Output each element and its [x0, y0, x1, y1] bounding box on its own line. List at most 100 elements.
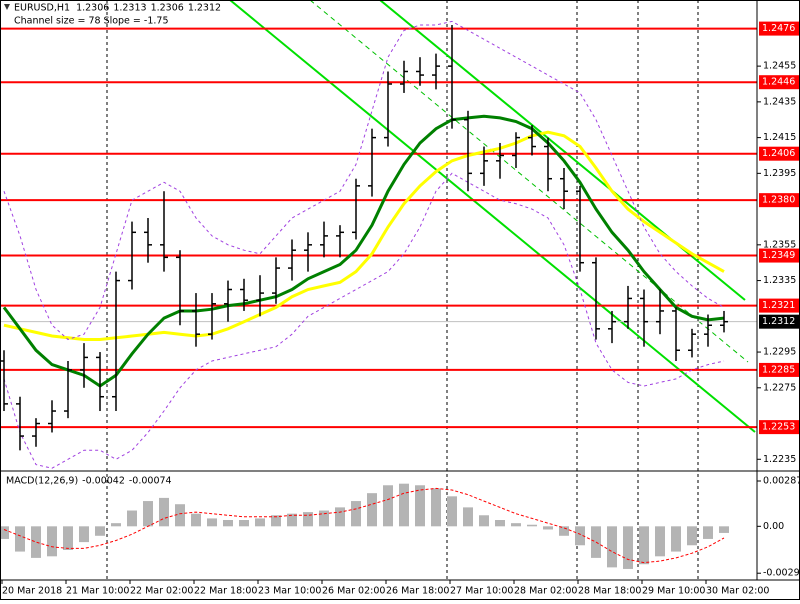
level-label-box: [759, 21, 799, 36]
macd-bar: [719, 526, 729, 533]
ohlc-value: 1.2313: [113, 3, 146, 14]
macd-bar: [351, 501, 361, 527]
x-tick-label: 21 Mar 10:00: [66, 586, 129, 597]
indicator-line: [3, 172, 725, 469]
macd-bar: [191, 513, 201, 527]
x-tick-label: 26 Mar 18:00: [386, 586, 449, 597]
ohlc-value: 1.2306: [151, 3, 184, 14]
macd-y-tick-label: -0.00297: [763, 568, 800, 579]
macd-bar: [623, 526, 633, 569]
level-label-box: [759, 75, 799, 90]
y-tick-label: 1.2275: [763, 382, 796, 393]
macd-bar: [511, 523, 521, 527]
marks: [0, 20, 761, 584]
macd-bar: [543, 526, 553, 530]
macd-bar: [143, 501, 153, 527]
ohlc-value: 1.2312: [188, 3, 221, 14]
macd-bar: [31, 526, 41, 558]
current-price-box: [759, 314, 799, 329]
x-tick-label: 22 Mar 02:00: [130, 586, 193, 597]
level-label: 1.2446: [762, 77, 795, 88]
macd-bar: [655, 526, 665, 557]
level-label: 1.2349: [762, 250, 795, 261]
x-tick-label: 28 Mar 18:00: [578, 586, 641, 597]
channel-info: Channel size = 78 Slope = -1.75: [14, 16, 169, 27]
y-tick-label: 1.2395: [763, 168, 796, 179]
macd-bar: [607, 526, 617, 568]
y-tick-label: 1.2235: [763, 454, 796, 465]
ohlc-value: 1.2306: [76, 3, 109, 14]
macd-bar: [383, 485, 393, 527]
macd-title: MACD(12,26,9): [6, 476, 78, 487]
level-label: 1.2321: [762, 300, 795, 311]
macd-bar: [479, 515, 489, 527]
macd-y-tick-label: 0.00: [763, 521, 784, 532]
macd-bar: [111, 523, 121, 527]
macd-bar: [399, 483, 409, 527]
labels: EURUSD,H1 1.2306 1.2313 1.2306 1.2312 Channel…: [2, 3, 800, 597]
macd-bar: [431, 488, 441, 527]
macd-bar: [239, 520, 249, 527]
macd-bar: [575, 526, 585, 546]
macd-bar: [703, 526, 713, 539]
macd-bar: [527, 524, 537, 527]
macd-bar: [463, 507, 473, 527]
channel-line: [229, 0, 756, 433]
indicator-line: [2, 114, 725, 388]
macd-bar: [591, 526, 601, 558]
level-label: 1.2253: [762, 422, 795, 433]
macd-bar: [671, 526, 681, 552]
level-label-box: [759, 298, 799, 313]
channel-mid-line: [309, 0, 749, 363]
macd-bar: [415, 485, 425, 527]
level-label-box: [759, 362, 799, 377]
x-tick-label: 29 Mar 10:00: [642, 586, 705, 597]
level-label-box: [759, 248, 799, 263]
macd-bar: [79, 526, 89, 543]
macd-bar: [127, 510, 137, 527]
level-label-box: [759, 420, 799, 435]
x-tick-label: 28 Mar 02:00: [514, 586, 577, 597]
collapse-icon: [4, 4, 10, 10]
x-tick-label: 23 Mar 10:00: [258, 586, 321, 597]
current-price-label: 1.2312: [762, 316, 795, 327]
macd-bar: [63, 526, 73, 550]
y-tick-label: 1.2415: [763, 132, 796, 143]
y-tick-label: 1.2455: [763, 61, 796, 72]
macd-bar: [159, 497, 169, 527]
indicator-line: [3, 130, 725, 341]
indicator-line: [3, 20, 725, 341]
macd-bar: [223, 520, 233, 527]
macd-bar: [47, 526, 57, 557]
macd-bar: [255, 518, 265, 527]
macd-bar: [319, 510, 329, 527]
level-label: 1.2380: [762, 195, 795, 206]
x-tick-label: 26 Mar 02:00: [322, 586, 385, 597]
signal-line: [3, 487, 725, 564]
layout: [106, 0, 756, 580]
symbol-title: EURUSD,H1: [14, 3, 70, 14]
macd-bar: [367, 493, 377, 527]
macd-bar: [687, 526, 697, 546]
y-tick-label: 1.2355: [763, 239, 796, 250]
level-label-box: [759, 146, 799, 161]
macd-bar: [335, 507, 345, 527]
x-tick-label: 20 Mar 2018: [2, 586, 62, 597]
macd-value: -0.00042: [82, 476, 125, 487]
level-label: 1.2476: [762, 23, 795, 34]
macd-bar: [495, 520, 505, 527]
level-label-box: [759, 193, 799, 208]
macd-y-tick-label: 0.00287: [763, 476, 800, 487]
level-label: 1.2285: [762, 364, 795, 375]
macd-bar: [287, 513, 297, 527]
macd-bar: [207, 518, 217, 527]
macd-bar: [639, 526, 649, 565]
x-tick-label: 27 Mar 10:00: [450, 586, 513, 597]
macd-bar: [175, 504, 185, 527]
level-label: 1.2406: [762, 148, 795, 159]
macd-bar: [95, 526, 105, 536]
macd-bar: [559, 526, 569, 536]
x-tick-label: 22 Mar 18:00: [194, 586, 257, 597]
